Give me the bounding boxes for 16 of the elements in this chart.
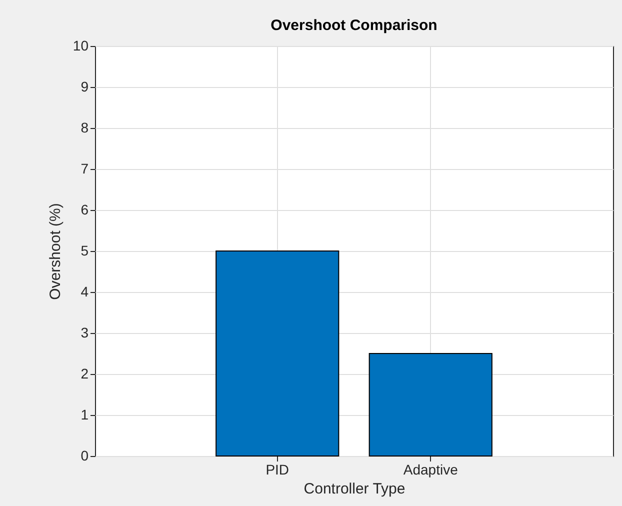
y-tick-label: 10 bbox=[72, 38, 89, 54]
x-tick-label: PID bbox=[266, 462, 290, 478]
y-tick-label: 1 bbox=[80, 406, 89, 422]
y-tick-label: 0 bbox=[80, 448, 89, 464]
y-tick-label: 2 bbox=[80, 366, 89, 382]
x-tick-label: Adaptive bbox=[403, 462, 458, 478]
x-axis-title: Controller Type bbox=[304, 480, 406, 498]
y-tick-label: 7 bbox=[80, 160, 89, 176]
y-tick-label: 3 bbox=[80, 324, 89, 340]
chart-title: Overshoot Comparison bbox=[270, 17, 438, 34]
y-tick-label: 4 bbox=[80, 284, 89, 300]
y-tick-label: 8 bbox=[80, 120, 89, 136]
y-tick-label: 9 bbox=[80, 78, 89, 94]
y-tick-label: 5 bbox=[80, 242, 89, 258]
y-tick-label: 6 bbox=[80, 202, 89, 218]
y-axis-title: Overshoot (%) bbox=[46, 203, 64, 300]
